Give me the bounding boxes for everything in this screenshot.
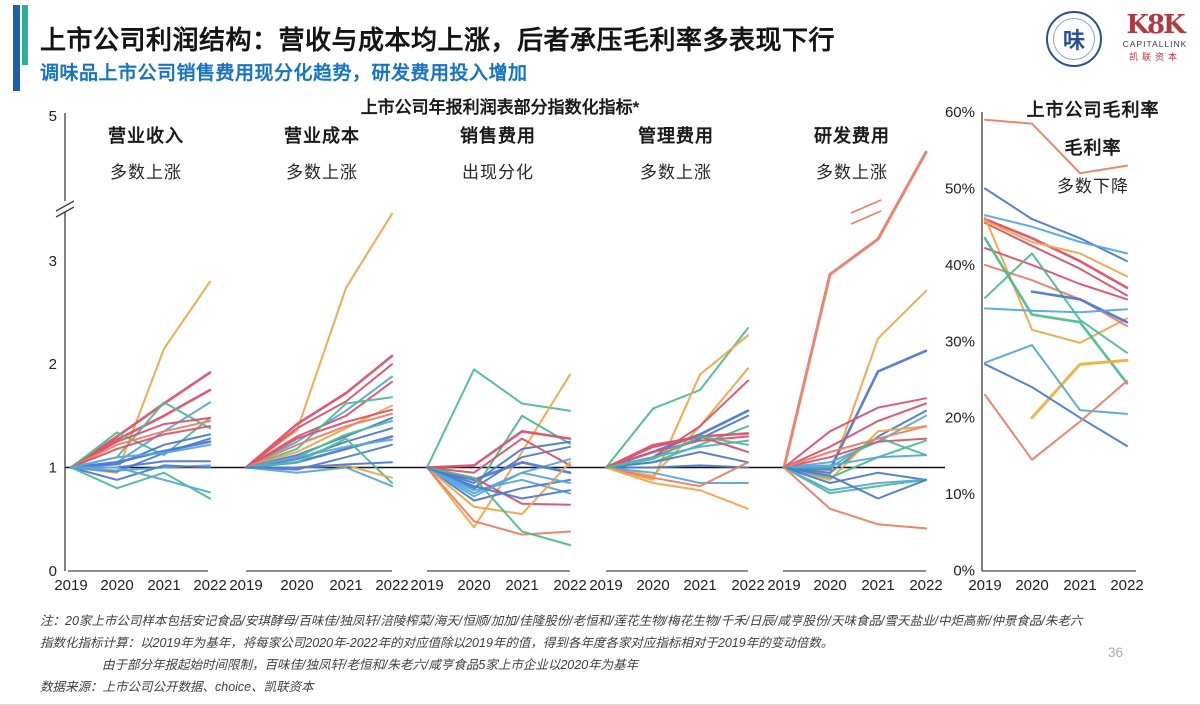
svg-text:2020: 2020 bbox=[636, 577, 669, 594]
footnote-line: 注：20家上市公司样本包括安记食品/安琪酵母/百味佳/独凤轩/涪陵榨菜/海天/恒… bbox=[40, 614, 1083, 628]
svg-text:2022: 2022 bbox=[731, 577, 764, 594]
footnotes: 注：20家上市公司样本包括安记食品/安琪酵母/百味佳/独凤轩/涪陵榨菜/海天/恒… bbox=[40, 610, 1100, 698]
panel-header-selling-expense: 销售费用 出现分化 bbox=[408, 122, 588, 183]
svg-text:2020: 2020 bbox=[457, 577, 490, 594]
svg-text:2020: 2020 bbox=[280, 577, 313, 594]
gross-margin-label: 毛利率 bbox=[1064, 138, 1122, 158]
svg-text:2021: 2021 bbox=[147, 577, 180, 594]
svg-text:2019: 2019 bbox=[229, 577, 262, 594]
svg-text:2019: 2019 bbox=[54, 577, 87, 594]
svg-text:2021: 2021 bbox=[683, 577, 716, 594]
panel-title: 销售费用 bbox=[460, 126, 536, 146]
association-logo-glyph: 味 bbox=[1062, 28, 1085, 54]
svg-text:2019: 2019 bbox=[589, 577, 622, 594]
svg-text:2020: 2020 bbox=[100, 577, 133, 594]
svg-text:10%: 10% bbox=[945, 486, 975, 503]
panel-subtitle: 多数上涨 bbox=[640, 163, 712, 182]
footnote-line: 数据来源：上市公司公开数据、choice、凯联资本 bbox=[40, 680, 314, 694]
svg-text:2021: 2021 bbox=[1063, 577, 1096, 594]
svg-text:2022: 2022 bbox=[909, 577, 942, 594]
svg-text:30%: 30% bbox=[945, 333, 975, 350]
panel-header-cost: 营业成本 多数上涨 bbox=[232, 122, 412, 183]
svg-text:2022: 2022 bbox=[193, 577, 226, 594]
svg-text:2019: 2019 bbox=[767, 577, 800, 594]
panel-subtitle: 多数上涨 bbox=[110, 163, 182, 182]
svg-text:5: 5 bbox=[49, 108, 57, 125]
svg-text:60%: 60% bbox=[945, 104, 975, 121]
panel-subtitle: 出现分化 bbox=[462, 163, 534, 182]
svg-text:2019: 2019 bbox=[968, 577, 1001, 594]
svg-text:2022: 2022 bbox=[375, 577, 408, 594]
svg-text:2020: 2020 bbox=[1015, 577, 1048, 594]
svg-text:2021: 2021 bbox=[861, 577, 894, 594]
svg-text:0%: 0% bbox=[953, 563, 975, 580]
association-logo-ring: 味 bbox=[1053, 18, 1095, 60]
svg-text:50%: 50% bbox=[945, 181, 975, 198]
chart-title: 上市公司年报利润表部分指数化指标* bbox=[360, 98, 640, 117]
gross-margin-title: 上市公司毛利率 bbox=[1026, 100, 1160, 120]
svg-text:2021: 2021 bbox=[329, 577, 362, 594]
panel-title: 营业成本 bbox=[284, 126, 360, 146]
panel-header-rd-expense: 研发费用 多数上涨 bbox=[762, 122, 942, 183]
page-title: 上市公司利润结构：营收与成本均上涨，后者承压毛利率多表现下行 bbox=[40, 25, 836, 55]
svg-text:1: 1 bbox=[49, 460, 57, 477]
panel-header-admin-expense: 管理费用 多数上涨 bbox=[586, 122, 766, 183]
panel-title: 管理费用 bbox=[638, 126, 714, 146]
svg-text:0: 0 bbox=[49, 563, 57, 580]
accent-bar-teal bbox=[22, 5, 28, 65]
svg-text:2019: 2019 bbox=[410, 577, 443, 594]
gross-margin-header: 上市公司毛利率 毛利率 多数下降 bbox=[988, 96, 1198, 197]
page-subtitle: 调味品上市公司销售费用现分化趋势，研发费用投入增加 bbox=[40, 63, 528, 84]
accent-bar-blue bbox=[13, 5, 20, 91]
svg-text:2020: 2020 bbox=[813, 577, 846, 594]
gross-margin-subtitle: 多数下降 bbox=[1057, 177, 1129, 196]
capitallink-logo: K8K CAPITALLINK 凯联资本 bbox=[1116, 12, 1194, 63]
association-logo: 味 bbox=[1046, 11, 1102, 67]
panel-subtitle: 多数上涨 bbox=[816, 163, 888, 182]
svg-text:3: 3 bbox=[49, 253, 57, 270]
panel-header-revenue: 营业收入 多数上涨 bbox=[56, 122, 236, 183]
panel-subtitle: 多数上涨 bbox=[286, 163, 358, 182]
svg-text:2021: 2021 bbox=[505, 577, 538, 594]
svg-text:2: 2 bbox=[49, 356, 57, 373]
svg-text:2022: 2022 bbox=[553, 577, 586, 594]
capitallink-name: CAPITALLINK bbox=[1122, 39, 1188, 49]
svg-text:2022: 2022 bbox=[1110, 577, 1143, 594]
panel-title: 研发费用 bbox=[814, 126, 890, 146]
capitallink-cn-name: 凯联资本 bbox=[1128, 52, 1181, 62]
capitallink-monogram: K8K bbox=[1126, 10, 1185, 40]
svg-text:20%: 20% bbox=[945, 410, 975, 427]
footnote-line: 指数化指标计算：以2019年为基年，将每家公司2020年-2022年的对应值除以… bbox=[40, 636, 834, 650]
svg-text:40%: 40% bbox=[945, 257, 975, 274]
footnote-line: 由于部分年报起始时间限制，百味佳/独凤轩/老恒和/朱老六/咸亨食品5家上市企业以… bbox=[102, 658, 639, 672]
panel-title: 营业收入 bbox=[108, 126, 184, 146]
page-number: 36 bbox=[1108, 645, 1124, 660]
